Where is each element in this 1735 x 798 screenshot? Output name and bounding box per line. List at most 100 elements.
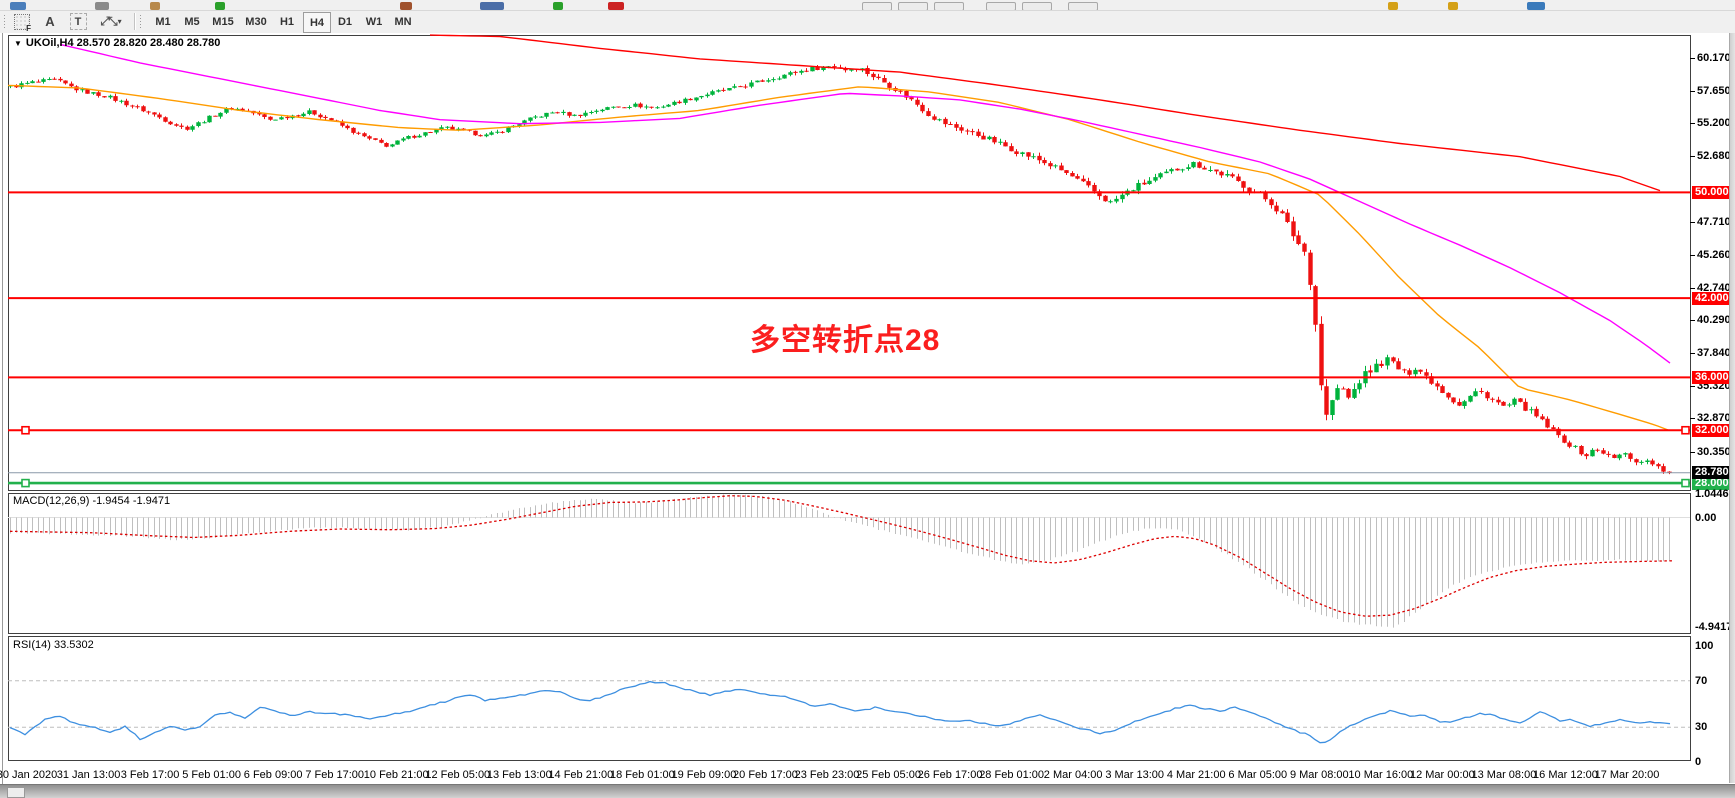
macd-axis-label: 0.00 xyxy=(1695,511,1717,524)
horizontal-scrollbar[interactable] xyxy=(0,784,1735,798)
clipped-toolbar-icon[interactable] xyxy=(898,2,928,10)
price-level-badge[interactable]: 42.000 xyxy=(1692,291,1735,305)
clipped-toolbar-icon[interactable] xyxy=(1448,2,1458,10)
clipped-toolbar-icon[interactable] xyxy=(553,2,563,10)
clipped-toolbar-icon[interactable] xyxy=(1388,2,1398,10)
fibonacci-tool-button[interactable]: F xyxy=(10,12,34,33)
chart-menu-icon[interactable]: ▼ xyxy=(14,39,22,48)
timeframe-button-mn[interactable]: MN xyxy=(394,15,412,28)
hline-handle[interactable] xyxy=(1681,478,1690,488)
clipped-toolbar-icon[interactable] xyxy=(10,2,26,10)
rsi-axis-label: 70 xyxy=(1695,674,1708,687)
clipped-toolbar-icon[interactable] xyxy=(934,2,964,10)
timeframe-button-m1[interactable]: M1 xyxy=(155,15,171,28)
slow-ma-line[interactable] xyxy=(429,34,1661,192)
price-level-badge[interactable]: 50.000 xyxy=(1692,185,1735,199)
fibonacci-icon: F xyxy=(14,13,31,33)
toolbar-grip[interactable] xyxy=(3,14,7,30)
arrow-label-tool-button[interactable]: A xyxy=(38,12,62,31)
date-axis-label: 6 Mar 05:00 xyxy=(1228,769,1288,781)
date-axis-label: 2 Mar 04:00 xyxy=(1043,769,1103,781)
price-level-badge[interactable]: 28.000 xyxy=(1692,476,1735,490)
timeframe-button-h1[interactable]: H1 xyxy=(279,15,295,28)
timeframe-button-h4[interactable]: H4 xyxy=(303,12,331,33)
rsi-axis-label: 0 xyxy=(1695,756,1702,768)
date-axis-label: 26 Feb 17:00 xyxy=(917,769,983,781)
date-axis-label: 3 Feb 17:00 xyxy=(120,769,180,781)
rsi-axis-label: 30 xyxy=(1695,721,1708,734)
chart-title: ▼ UKOil,H4 28.570 28.820 28.480 28.780 xyxy=(14,37,221,49)
fast-ma-line[interactable] xyxy=(7,84,1669,431)
clipped-toolbar-icon[interactable] xyxy=(215,2,225,10)
clipped-toolbar-row xyxy=(0,0,1735,11)
hline-handle[interactable] xyxy=(1681,425,1690,435)
text-icon: T xyxy=(69,13,87,30)
chart-canvas[interactable] xyxy=(0,33,1735,784)
timeframe-button-d1[interactable]: D1 xyxy=(337,15,353,28)
price-axis-tick xyxy=(1690,386,1695,387)
date-axis-label: 23 Feb 23:00 xyxy=(794,769,860,781)
price-axis-tick xyxy=(1690,288,1695,289)
date-axis-label: 18 Feb 01:00 xyxy=(609,769,675,781)
price-axis-tick xyxy=(1690,91,1695,92)
date-axis-label: 7 Feb 17:00 xyxy=(305,769,365,781)
price-axis-label: 42.740 xyxy=(1697,281,1731,294)
arrows-dropdown-button[interactable]: ⤢⤡ ▾ xyxy=(94,12,128,31)
date-axis-label: 28 Feb 01:00 xyxy=(979,769,1045,781)
price-axis-label: 45.260 xyxy=(1697,248,1731,261)
clipped-toolbar-icon[interactable] xyxy=(480,2,504,10)
clipped-toolbar-icon[interactable] xyxy=(608,2,624,10)
chart-window[interactable]: ▼ UKOil,H4 28.570 28.820 28.480 28.780 MA… xyxy=(0,33,1735,784)
date-axis-label: 14 Feb 21:00 xyxy=(548,769,614,781)
vertical-scrollbar[interactable] xyxy=(1729,33,1735,783)
date-axis-label: 13 Feb 13:00 xyxy=(486,769,552,781)
chevron-down-icon: ▾ xyxy=(117,17,122,26)
toolbar: F A T ⤢⤡ ▾ M1 M5 M15 M30 H1 H4 D1 W1 MN xyxy=(0,11,1735,34)
timeframe-button-m30[interactable]: M30 xyxy=(245,15,267,28)
price-level-badge[interactable]: 36.000 xyxy=(1692,370,1735,384)
date-axis-label: 20 Feb 17:00 xyxy=(733,769,798,781)
price-axis-tick xyxy=(1690,58,1695,59)
macd-panel[interactable] xyxy=(8,493,1691,634)
date-axis-label: 31 Jan 13:00 xyxy=(56,769,121,781)
date-axis-label: 17 Mar 20:00 xyxy=(1594,769,1660,781)
clipped-toolbar-icon[interactable] xyxy=(150,2,160,10)
main-price-panel[interactable] xyxy=(8,35,1691,491)
clipped-toolbar-icon[interactable] xyxy=(1068,2,1098,10)
clipped-toolbar-icon[interactable] xyxy=(1527,2,1545,10)
scrollbar-thumb[interactable] xyxy=(7,787,25,798)
clipped-toolbar-icon[interactable] xyxy=(95,2,109,10)
price-axis-label: 32.870 xyxy=(1697,412,1731,425)
text-tool-button[interactable]: T xyxy=(66,12,90,31)
date-axis-label: 10 Feb 21:00 xyxy=(363,769,429,781)
hline-handle[interactable] xyxy=(21,478,30,488)
timeframe-button-m5[interactable]: M5 xyxy=(184,15,200,28)
price-axis-tick xyxy=(1690,255,1695,256)
price-axis-label: 37.840 xyxy=(1697,346,1731,359)
mid-ma-line[interactable] xyxy=(59,43,1671,364)
date-axis-label: 13 Mar 08:00 xyxy=(1471,769,1537,781)
price-level-badge[interactable]: 32.000 xyxy=(1692,423,1735,437)
hline-handle[interactable] xyxy=(21,425,30,435)
date-axis-label: 9 Mar 08:00 xyxy=(1289,769,1349,781)
rsi-axis-label: 100 xyxy=(1695,640,1714,652)
price-axis-tick xyxy=(1690,320,1695,321)
date-axis-label: 19 Feb 09:00 xyxy=(671,769,737,781)
date-axis-label: 25 Feb 05:00 xyxy=(856,769,921,781)
chart-text-annotation[interactable]: 多空转折点28 xyxy=(750,324,941,357)
date-axis-label: 16 Mar 12:00 xyxy=(1533,769,1598,781)
rsi-line xyxy=(9,680,1671,744)
toolbar-grip[interactable] xyxy=(139,14,143,30)
timeframe-button-w1[interactable]: W1 xyxy=(365,15,383,28)
timeframe-button-m15[interactable]: M15 xyxy=(212,15,234,28)
clipped-toolbar-icon[interactable] xyxy=(862,2,892,10)
clipped-toolbar-icon[interactable] xyxy=(400,2,412,10)
date-axis-label: 4 Mar 21:00 xyxy=(1166,769,1226,781)
price-axis-tick xyxy=(1690,353,1695,354)
clipped-toolbar-icon[interactable] xyxy=(1022,2,1052,10)
clipped-toolbar-icon[interactable] xyxy=(986,2,1016,10)
date-axis-label: 12 Mar 00:00 xyxy=(1409,769,1475,781)
rsi-panel[interactable] xyxy=(8,636,1691,761)
macd-axis-label: -4.9417 xyxy=(1695,621,1733,634)
date-axis-label: 5 Feb 01:00 xyxy=(182,769,241,781)
